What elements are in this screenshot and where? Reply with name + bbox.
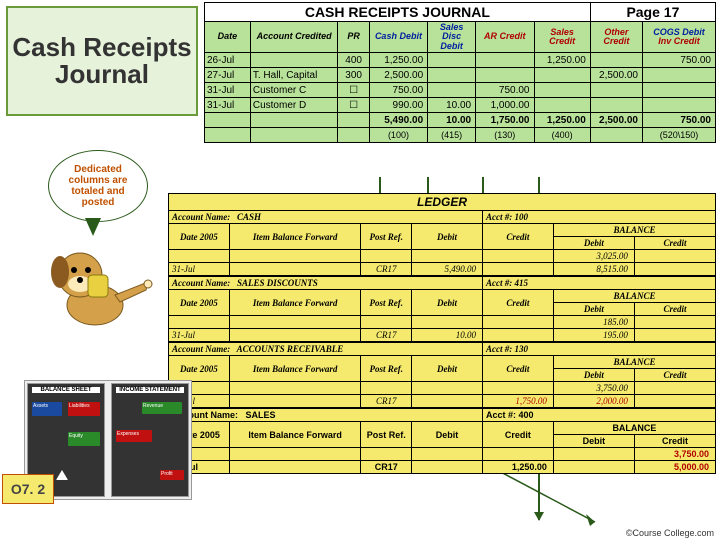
table-row: 31-Jul CR17 1,750.00 2,000.00 [169, 395, 716, 408]
table-row: 3,750.00 [169, 382, 716, 395]
table-row: 26-Jul400 1,250.00 1,250.00750.00 [205, 53, 716, 68]
dog-mascot-icon [40, 230, 160, 330]
crj-page: Page 17 [590, 3, 715, 22]
page-title: Cash Receipts Journal [8, 34, 196, 89]
ledger-stack: LEDGER Account Name: CASH Acct #: 100 Da… [168, 193, 716, 474]
table-row: 31-Jul CR17 5,490.00 8,515.00 [169, 263, 716, 276]
ledger-card: Account Name: CASH Acct #: 100 Date 2005… [168, 210, 716, 276]
crj-title: CASH RECEIPTS JOURNAL [205, 3, 591, 22]
crj-header-row: Date Account Credited PR Cash Debit Sale… [205, 22, 716, 53]
ledger-card: Account Name: SALES Acct #: 400 Date 200… [168, 408, 716, 474]
table-row: 31-Jul CR17 10.00 195.00 [169, 329, 716, 342]
slide-badge: O7. 2 [2, 474, 54, 504]
table-row: 3,750.00 [169, 448, 716, 461]
ledger-card: Account Name: ACCOUNTS RECEIVABLE Acct #… [168, 342, 716, 408]
ledger-title: LEDGER [168, 193, 716, 210]
title-box: Cash Receipts Journal [6, 6, 198, 116]
table-row: 27-JulT. Hall, Capital300 2,500.00 2,500… [205, 68, 716, 83]
crj-refs-row: (100)(415) (130)(400) (520\150) [205, 128, 716, 143]
crj-totals-row: 5,490.0010.00 1,750.001,250.00 2,500.007… [205, 113, 716, 128]
copyright-text: ©Course College.com [626, 528, 714, 538]
table-row: 31-JulCustomer D☐ 990.0010.001,000.00 [205, 98, 716, 113]
table-row: 3,025.00 [169, 250, 716, 263]
table-row: 31-Jul CR17 1,250.00 5,000.00 [169, 461, 716, 474]
cash-receipts-journal-table: CASH RECEIPTS JOURNAL Page 17 Date Accou… [204, 2, 716, 143]
callout-text: Dedicated columns are totaled and posted [55, 164, 141, 208]
table-row: 185.00 [169, 316, 716, 329]
table-row: 31-JulCustomer C☐ 750.00750.00 [205, 83, 716, 98]
ledger-card: Account Name: SALES DISCOUNTS Acct #: 41… [168, 276, 716, 342]
callout-bubble: Dedicated columns are totaled and posted [48, 150, 148, 222]
